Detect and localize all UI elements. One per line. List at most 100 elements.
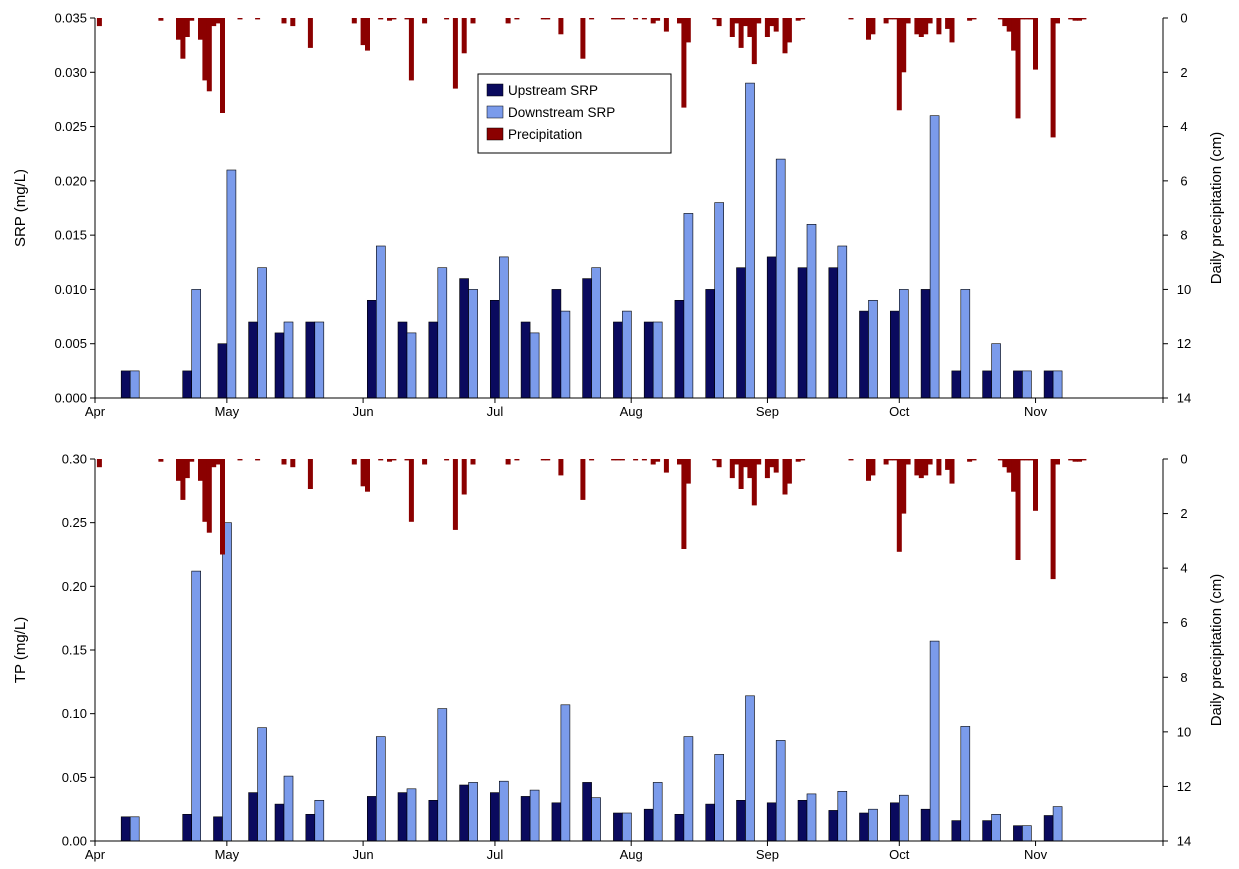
srp-precipitation-bar	[848, 18, 854, 20]
srp-precipitation-bar	[892, 18, 898, 20]
tp-precipitation-bar	[444, 459, 450, 461]
srp-precipitation-bar	[558, 18, 564, 35]
srp-precipitation-bar	[945, 18, 951, 29]
srp-y2-tick-label: 0	[1180, 11, 1187, 26]
srp-precipitation-bar	[949, 18, 955, 43]
srp-precipitation-bar	[215, 18, 221, 24]
tp-precipitation-bar	[848, 459, 854, 461]
tp-precipitation-bar	[1072, 459, 1078, 462]
srp-y2-tick-label: 12	[1177, 336, 1191, 351]
srp-upstream-bar	[889, 310, 900, 399]
srp-precipitation-bar	[997, 18, 1003, 20]
tp-precipitation-bar	[404, 459, 410, 461]
srp-precipitation-bar	[655, 18, 661, 21]
srp-precipitation-bar	[202, 18, 208, 81]
tp-upstream-bar	[551, 802, 562, 842]
tp-precipitation-bar	[1081, 459, 1087, 461]
legend-swatch	[486, 127, 504, 141]
tp-upstream-bar	[305, 813, 316, 842]
tp-y-tick-label: 0.10	[62, 706, 87, 721]
srp-downstream-bar	[745, 82, 755, 399]
srp-y2-tick-label: 14	[1177, 391, 1191, 406]
tp-precipitation-bar	[611, 459, 617, 461]
tp-precipitation-bar	[870, 459, 876, 476]
srp-precipitation-bar	[712, 18, 718, 20]
srp-downstream-bar	[622, 310, 632, 399]
tp-precipitation-bar	[756, 459, 762, 465]
tp-downstream-bar	[129, 816, 140, 842]
tp-precipitation-bar	[215, 459, 221, 465]
tp-precipitation-bar	[211, 459, 217, 468]
tp-x-tick-label: Nov	[1024, 847, 1048, 862]
srp-upstream-bar	[797, 267, 808, 399]
srp-panel: 0.000 0.005 0.010 0.015 0.020 0.025 0.030 0.035…	[12, 11, 1225, 420]
tp-x-tick-label: Apr	[85, 847, 106, 862]
tp-downstream-bar	[652, 782, 663, 842]
tp-downstream-bar	[591, 797, 601, 842]
tp-downstream-bar	[468, 782, 478, 842]
srp-y-tick-label: 0.010	[54, 282, 87, 297]
tp-downstream-bar	[775, 740, 786, 842]
srp-precipitation-bar	[773, 18, 779, 32]
tp-upstream-bar	[920, 808, 931, 842]
tp-x-tick-label: Jun	[353, 847, 374, 862]
tp-precipitation-bar	[677, 459, 682, 465]
srp-x-tick-label: Aug	[620, 404, 643, 419]
tp-precipitation-bar	[782, 459, 788, 495]
tp-precipitation-bar	[888, 459, 893, 461]
tp-precipitation-bar	[422, 459, 428, 465]
srp-precipitation-bar	[619, 18, 625, 20]
srp-upstream-bar	[951, 370, 962, 399]
srp-precipitation-bar	[923, 18, 929, 35]
srp-precipitation-bar	[184, 18, 190, 37]
legend-swatch	[486, 83, 504, 97]
tp-y-tick-label: 0.20	[62, 579, 87, 594]
srp-precipitation-bar	[180, 18, 186, 59]
tp-upstream-bar	[828, 810, 839, 842]
srp-y-tick-label: 0.035	[54, 11, 87, 26]
srp-upstream-bar	[366, 299, 377, 399]
srp-precipitation-bar	[734, 18, 740, 24]
tp-precipitation-bar	[220, 459, 225, 555]
tp-precipitation-bar	[589, 459, 595, 461]
tp-precipitation-bar	[202, 459, 208, 522]
srp-precipitation-bar	[391, 18, 397, 20]
srp-downstream-bar	[714, 202, 725, 399]
srp-precipitation-bar	[1015, 18, 1021, 119]
tp-precipitation-bar	[738, 459, 744, 489]
srp-precipitation-bar	[237, 18, 243, 20]
srp-upstream-bar	[613, 321, 623, 399]
tp-downstream-bar	[498, 780, 509, 842]
srp-downstream-bar	[591, 267, 601, 399]
tp-precipitation-bar	[1033, 459, 1038, 511]
tp-precipitation-bar	[751, 459, 757, 506]
tp-upstream-bar	[489, 792, 500, 842]
srp-precipitation-bar	[677, 18, 682, 24]
srp-precipitation-bar	[545, 18, 551, 20]
srp-downstream-bar	[498, 256, 509, 399]
srp-precipitation-bar	[866, 18, 871, 40]
tp-precipitation-bar	[896, 459, 902, 552]
tp-precipitation-bar	[1019, 459, 1025, 461]
tp-y-tick-label: 0.00	[62, 834, 87, 849]
srp-precipitation-bar	[1002, 18, 1008, 27]
srp-y2-tick-label: 4	[1180, 119, 1187, 134]
tp-precipitation-bar	[176, 459, 181, 481]
srp-precipitation-bar	[211, 18, 217, 27]
srp-precipitation-bar	[782, 18, 788, 54]
tp-upstream-bar	[520, 796, 531, 842]
srp-precipitation-bar	[1077, 18, 1082, 21]
srp-downstream-bar	[775, 158, 786, 399]
srp-downstream-bar	[929, 115, 940, 399]
srp-precipitation-bar	[351, 18, 357, 24]
srp-y-tick-label: 0.005	[54, 336, 87, 351]
srp-precipitation-bar	[641, 18, 647, 20]
tp-precipitation-bar	[387, 459, 392, 462]
srp-precipitation-bar	[738, 18, 744, 48]
tp-upstream-bar	[951, 820, 962, 842]
srp-upstream-bar	[1043, 370, 1054, 399]
tp-downstream-bar	[437, 708, 448, 842]
tp-downstream-bar	[1052, 806, 1063, 842]
tp-precipitation-bar	[360, 459, 366, 487]
srp-precipitation-bar	[905, 18, 911, 24]
